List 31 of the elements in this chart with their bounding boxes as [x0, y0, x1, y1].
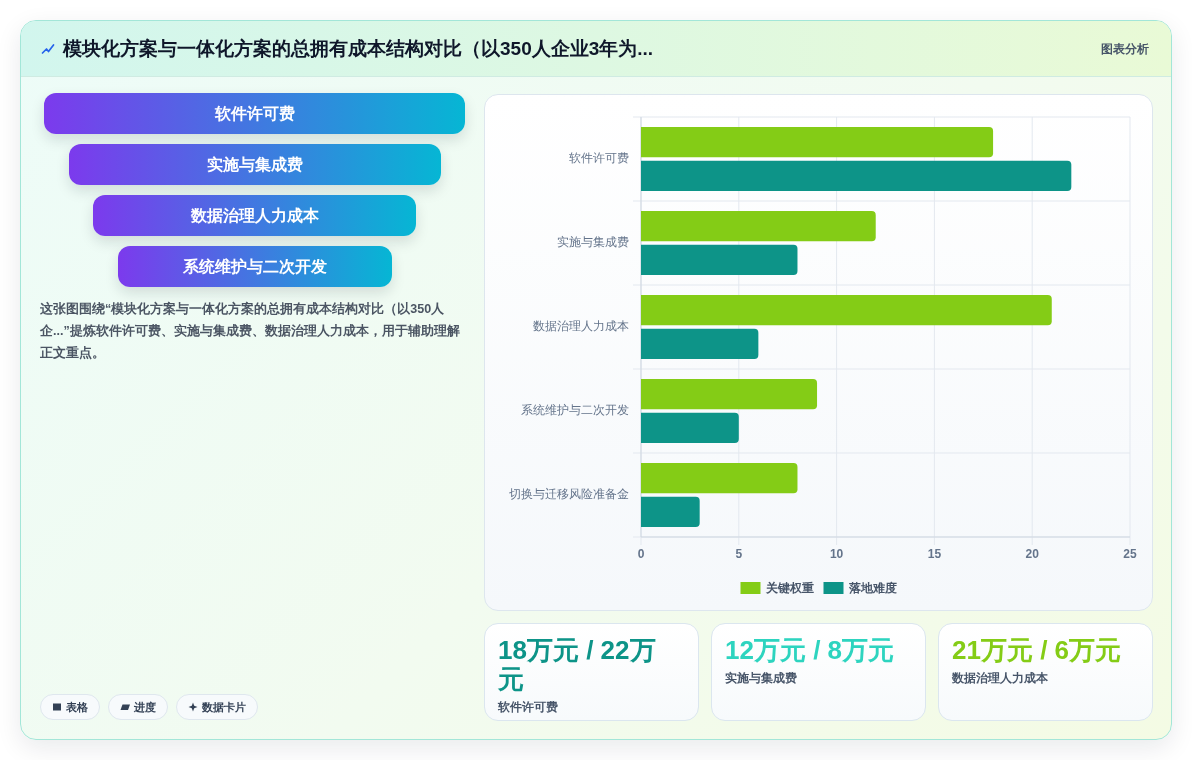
x-tick-label: 0 [637, 547, 645, 562]
funnel-step: 系统维护与二次开发 [117, 246, 392, 287]
y-tick-label: 实施与集成费 [557, 235, 629, 250]
kpi-label: 实施与集成费 [725, 670, 798, 688]
x-tick-label: 15 [927, 547, 942, 562]
legend-label: 落地难度 [847, 580, 897, 595]
x-tick-label: 10 [829, 547, 844, 562]
button: 进度 [108, 694, 168, 720]
legend-item: 落地难度 [823, 580, 897, 595]
legend-label: 关键权重 [764, 580, 814, 595]
annotation: 图表分析 [1101, 40, 1149, 58]
title: 模块化方案与一体化方案的总拥有成本结构对比（以350人企业3年为... [63, 37, 654, 61]
y-tick-label: 数据治理人力成本 [533, 319, 629, 334]
y-tick-label: 切换与迁移风险准备金 [509, 487, 629, 502]
x-tick-label: 5 [735, 547, 743, 562]
button: 表格 [40, 694, 100, 720]
kpi-label: 软件许可费 [498, 699, 559, 717]
kpi-value: 21万元 / 6万元 [952, 636, 1123, 666]
y-tick-label: 系统维护与二次开发 [521, 403, 629, 418]
y-tick-label: 软件许可费 [569, 151, 629, 166]
kpi-value: 12万元 / 8万元 [725, 636, 896, 666]
button: 数据卡片 [176, 694, 258, 720]
x-tick-label: 20 [1025, 547, 1040, 562]
kpi-value: 18万元 / 22万元 [498, 636, 657, 695]
legend-item: 关键权重 [740, 580, 814, 595]
funnel-step: 数据治理人力成本 [93, 195, 416, 236]
kpi-label: 数据治理人力成本 [952, 670, 1049, 688]
funnel-step: 实施与集成费 [68, 144, 441, 185]
funnel-step: 软件许可费 [44, 93, 465, 134]
description: 这张图围绕“模块化方案与一体化方案的总拥有成本结构对比（以350人企...”提炼软件许可费、实施与集成费、数据治理人力成本，用于辅助理解正文重点。 [40, 300, 461, 362]
x-tick-label: 25 [1123, 547, 1137, 562]
